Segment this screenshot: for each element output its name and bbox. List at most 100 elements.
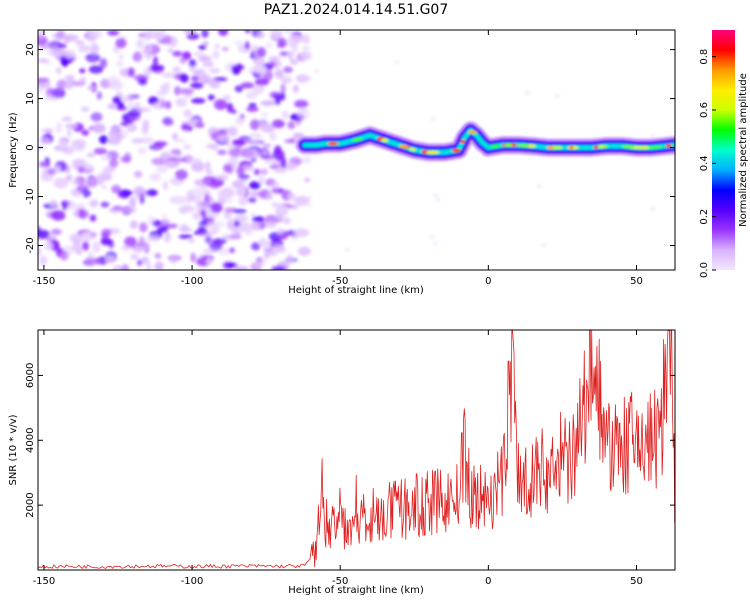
- noise-blob: [300, 51, 312, 61]
- noise-blob: [178, 234, 193, 239]
- noise-blob: [256, 47, 266, 58]
- noise-blob: [234, 85, 244, 93]
- noise-blob: [161, 72, 176, 78]
- noise-blob: [217, 149, 227, 155]
- noise-blob: [133, 170, 143, 178]
- noise-blob: [153, 30, 165, 41]
- noise-blob: [118, 53, 124, 60]
- noise-blob: [190, 187, 205, 198]
- noise-blob: [64, 200, 76, 210]
- noise-blob: [188, 238, 195, 244]
- y-tick-label: -20: [25, 237, 36, 253]
- noise-blob: [156, 165, 168, 174]
- noise-blob: [171, 195, 187, 205]
- noise-blob: [217, 134, 230, 143]
- noise-blob: [253, 168, 260, 176]
- noise-blob: [217, 248, 232, 256]
- noise-blob: [271, 265, 286, 270]
- signal-band-inner: [302, 127, 675, 155]
- noise-blob: [115, 38, 127, 49]
- noise-blob: [201, 215, 209, 226]
- colorbar-strip: [712, 30, 735, 270]
- noise-blob: [49, 40, 62, 51]
- noise-blob: [53, 177, 68, 189]
- noise-blob: [65, 34, 79, 42]
- noise-blob: [205, 58, 213, 68]
- noise-blob: [251, 220, 260, 231]
- x-tick-label: -100: [181, 276, 204, 287]
- noise-blob: [161, 214, 168, 219]
- noise-blob: [45, 87, 56, 98]
- noise-blob: [208, 94, 215, 101]
- signal-peak: [426, 150, 440, 155]
- noise-blob: [183, 109, 193, 118]
- noise-blob: [297, 109, 311, 120]
- x-tick-label: 50: [630, 276, 643, 287]
- signal-peak: [598, 144, 604, 149]
- noise-blob: [51, 210, 66, 221]
- noise-blob: [286, 192, 296, 200]
- y-tick-label: 4000: [25, 428, 36, 453]
- noise-blob: [264, 42, 273, 49]
- noise-blob: [120, 156, 131, 163]
- noise-blob: [249, 119, 260, 131]
- snr-y-label: SNR (10 * v/v): [8, 414, 19, 485]
- noise-blob: [68, 233, 83, 241]
- noise-blob: [266, 221, 277, 229]
- noise-blob: [130, 253, 140, 261]
- noise-blob: [175, 169, 188, 181]
- noise-blob: [253, 64, 267, 75]
- noise-blob: [200, 183, 207, 189]
- noise-blob: [173, 138, 186, 143]
- signal-peak: [517, 143, 530, 148]
- noise-blob: [262, 70, 273, 81]
- noise-blob: [191, 195, 203, 204]
- noise-blob: [280, 92, 286, 101]
- noise-speckle: [650, 134, 655, 138]
- noise-blob: [210, 202, 223, 213]
- noise-blob: [84, 256, 96, 267]
- noise-blob: [143, 43, 154, 54]
- signal-peak: [467, 130, 478, 134]
- noise-blob: [285, 162, 297, 171]
- noise-blob: [233, 265, 249, 270]
- noise-blob: [135, 102, 141, 110]
- noise-blob: [212, 49, 220, 60]
- signal-peak: [409, 147, 416, 152]
- noise-blob: [182, 51, 192, 60]
- noise-blob: [60, 56, 69, 67]
- noise-blob: [277, 228, 284, 235]
- noise-blob: [181, 124, 191, 131]
- noise-blob: [235, 116, 245, 125]
- noise-speckle: [435, 198, 440, 202]
- noise-blob: [81, 107, 90, 112]
- noise-blob: [66, 126, 72, 138]
- colorbar-ticks: 0.0 0.2 0.4 0.6 0.8: [699, 49, 716, 278]
- noise-speckle: [395, 61, 400, 64]
- noise-blob: [62, 202, 68, 211]
- noise-blob: [82, 241, 89, 251]
- noise-blob: [186, 30, 193, 36]
- noise-blob: [218, 30, 229, 37]
- noise-blob: [236, 63, 243, 72]
- noise-blob: [178, 157, 187, 163]
- noise-blob: [151, 157, 166, 166]
- noise-blob: [229, 247, 235, 253]
- signal-peak: [327, 141, 339, 146]
- noise-blob: [246, 106, 259, 112]
- heatmap-frame: [37, 29, 676, 271]
- noise-blob: [72, 158, 87, 169]
- noise-blob: [281, 110, 289, 120]
- noise-speckle: [430, 235, 435, 239]
- noise-blob: [87, 30, 93, 38]
- noise-speckle: [307, 204, 312, 208]
- noise-blob: [61, 116, 73, 122]
- noise-blob: [271, 119, 285, 129]
- noise-blob: [204, 193, 210, 204]
- noise-blob: [90, 231, 97, 238]
- noise-blob: [99, 58, 108, 69]
- noise-blob: [206, 257, 213, 265]
- noise-blob: [39, 40, 52, 50]
- noise-blob: [251, 242, 261, 251]
